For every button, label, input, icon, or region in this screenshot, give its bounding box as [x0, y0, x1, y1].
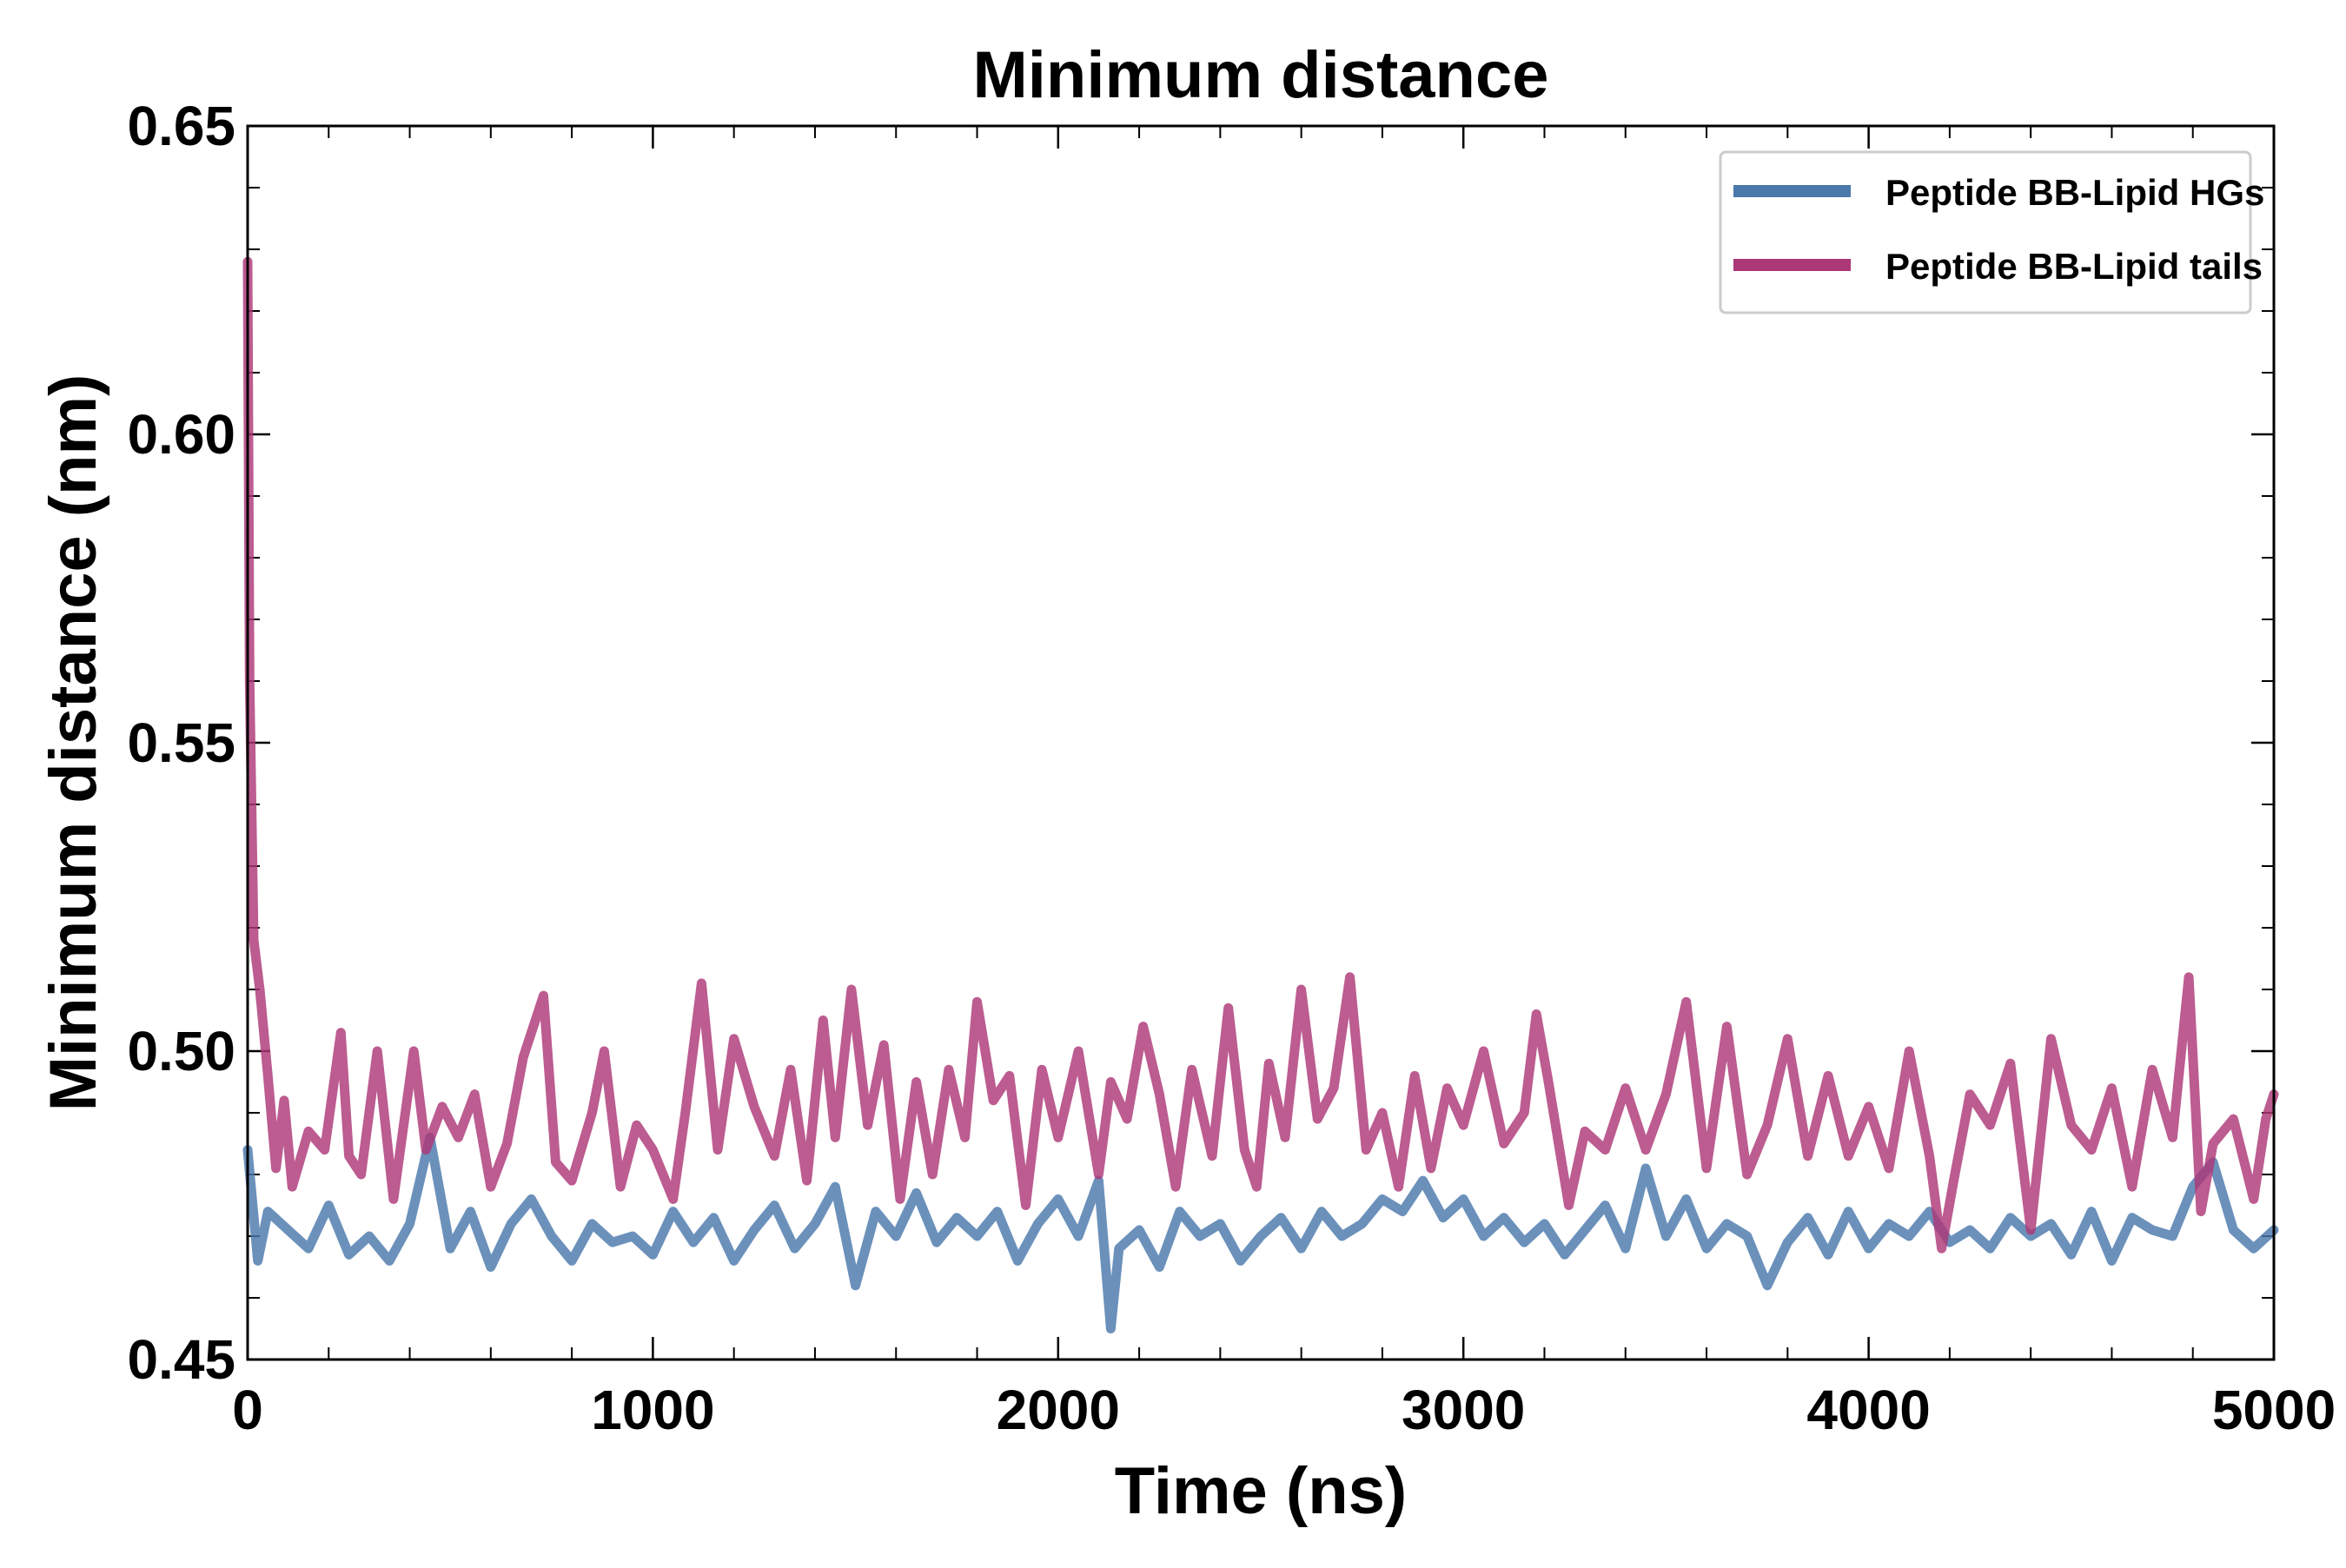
x-tick-label: 2000: [997, 1379, 1120, 1441]
x-tick-label: 4000: [1806, 1379, 1930, 1441]
chart-title: Minimum distance: [973, 38, 1549, 112]
series-line-tails: [242, 256, 2279, 1254]
plot-frame: [246, 124, 2276, 1361]
axis-ticks: 0 1000 2000 3000 4000 5000 0.45 0.50 0.55 0.60 0.6…: [127, 95, 2336, 1441]
y-axis-label: Minimum distance (nm): [36, 374, 110, 1112]
legend: Peptide BB-Lipid HGs Peptide BB-Lipid ta…: [1719, 150, 2264, 314]
legend-frame: [1719, 150, 2252, 314]
legend-label-hgs: Peptide BB-Lipid HGs: [1885, 172, 2264, 213]
y-tick-label: 0.55: [127, 711, 235, 774]
x-tick-label: 0: [232, 1379, 263, 1441]
x-axis-label: Time (ns): [1115, 1454, 1407, 1528]
legend-label-tails: Peptide BB-Lipid tails: [1885, 246, 2263, 287]
x-tick-label: 1000: [591, 1379, 714, 1441]
x-tick-label: 3000: [1402, 1379, 1525, 1441]
y-tick-label: 0.45: [127, 1328, 235, 1391]
y-tick-label: 0.60: [127, 403, 235, 466]
series-line-hgs: [242, 1132, 2279, 1333]
series-lines: [242, 256, 2279, 1333]
x-tick-label: 5000: [2212, 1379, 2336, 1441]
y-tick-label: 0.65: [127, 95, 235, 157]
y-tick-label: 0.50: [127, 1020, 235, 1082]
